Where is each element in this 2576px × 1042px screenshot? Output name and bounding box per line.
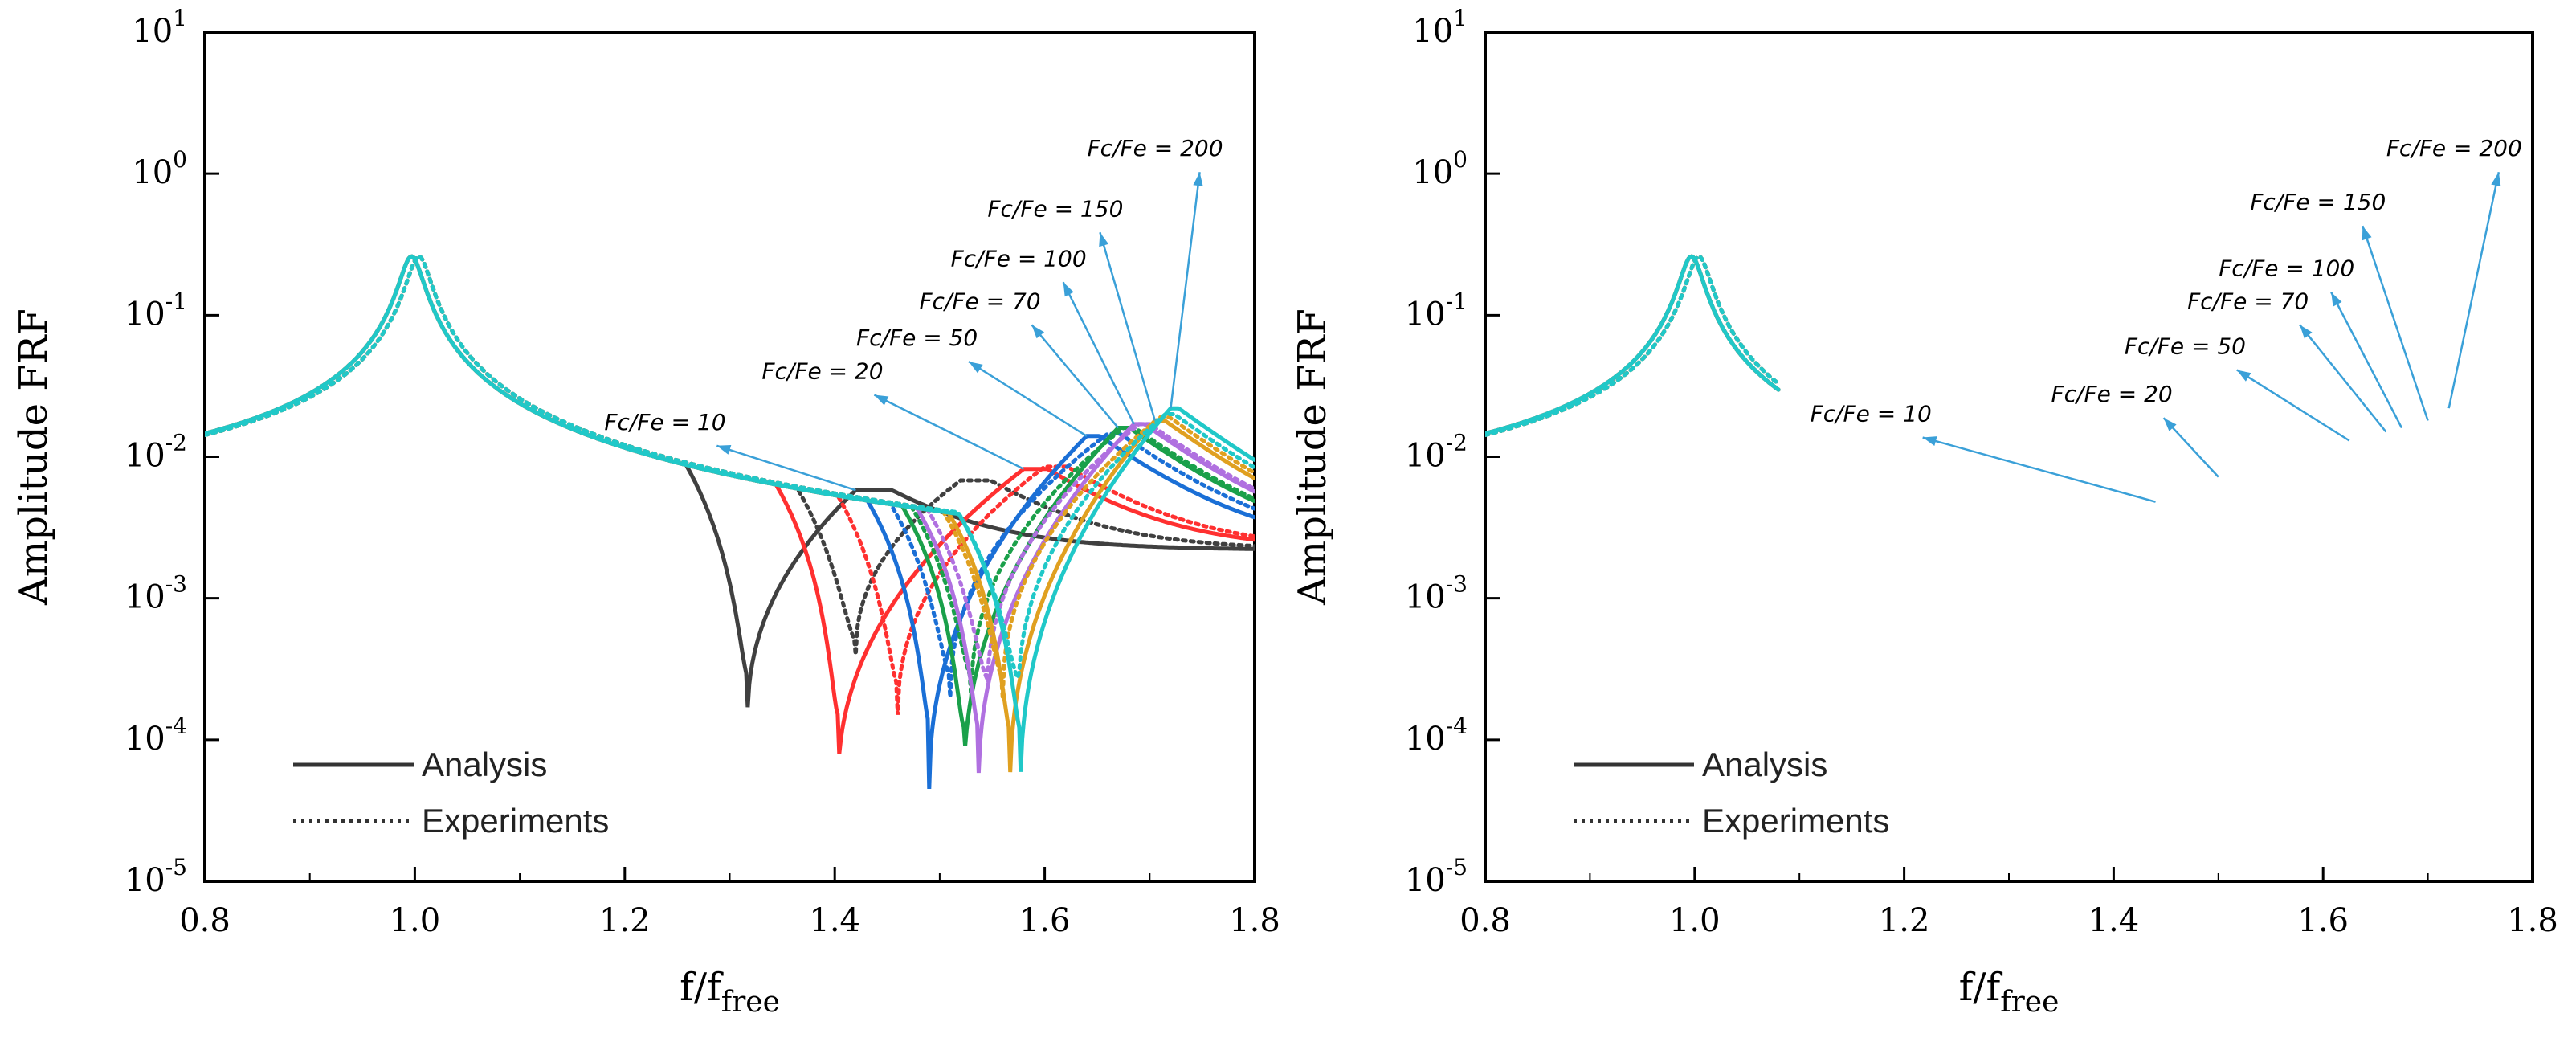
x-tick-label: 0.8 [179, 902, 231, 939]
annotation-arrowhead [969, 362, 983, 374]
annotation-arrowhead [1193, 172, 1203, 186]
series-10-experiments-line [205, 254, 1255, 656]
legend-analysis-label: Analysis [1702, 746, 1827, 783]
annotation-label: Fc/Fe = 150 [987, 195, 1123, 222]
annotation-arrow [2330, 292, 2403, 429]
annotation-label: Fc/Fe = 20 [761, 358, 883, 385]
annotation-label: Fc/Fe = 100 [2219, 255, 2354, 282]
annotation-arrowhead [716, 445, 732, 455]
annotation-arrowhead [2331, 292, 2342, 307]
x-tick-label: 1.8 [1229, 902, 1280, 939]
x-axis-label: f/ffree [680, 965, 780, 1019]
x-tick-label: 1.8 [2507, 902, 2558, 939]
annotation-arrow [873, 394, 1025, 470]
chart-panel-2: 0.8 1.0 1.2 1.4 1.6 1.8 101 100 10-1 10-2 10-3 10-4… [1290, 5, 2558, 1019]
annotation-arrow [716, 444, 856, 492]
legend-experiments-label: Experiments [1702, 802, 1889, 840]
annotation-arrow [1099, 231, 1157, 421]
annotation-arrowhead [2491, 172, 2501, 187]
annotation-arrow [968, 361, 1088, 437]
series-100-analysis-line [205, 254, 1255, 774]
curves [205, 254, 1255, 789]
y-tick-label: 10-3 [125, 571, 187, 616]
annotation-arrow [1922, 436, 2156, 503]
annotation-label: Fc/Fe = 200 [1088, 135, 1223, 161]
y-axis-label: Amplitude FRF [1290, 309, 1335, 606]
y-axis-label: Amplitude FRF [11, 309, 56, 606]
y-tick-label: 10-4 [1405, 713, 1468, 758]
series-150-analysis-line [205, 254, 1255, 773]
annotation-arrow [1062, 281, 1135, 425]
legend-experiments-label: Experiments [422, 802, 609, 840]
annotation-arrow [2299, 324, 2387, 433]
annotation-arrowhead [2362, 226, 2372, 241]
curves [1485, 254, 1781, 437]
x-tick-label: 1.2 [1879, 902, 1930, 939]
annotation-label: Fc/Fe = 150 [2250, 189, 2386, 215]
x-tick-label: 1.0 [390, 902, 441, 939]
annotation-arrowhead [1031, 325, 1045, 339]
annotation-label: Fc/Fe = 100 [951, 245, 1087, 272]
y-tick-label: 100 [132, 146, 187, 191]
annotation-label: Fc/Fe = 70 [919, 288, 1040, 314]
y-tick-label: 10-5 [1405, 854, 1468, 899]
annotation-arrowhead [1922, 436, 1937, 446]
series-200-analysis-line [1485, 254, 1781, 436]
series-200-analysis-line [205, 254, 1255, 772]
chart-panel-1: 0.8 1.0 1.2 1.4 1.6 1.8 101 100 10-1 10-2 10-3 10-4… [11, 5, 1280, 1019]
y-tick-label: 101 [132, 5, 187, 50]
annotation-label: Fc/Fe = 20 [2051, 381, 2173, 407]
y-tick-label: 10-3 [1405, 571, 1468, 616]
y-tick-label: 100 [1412, 146, 1468, 191]
annotation-label: Fc/Fe = 10 [604, 409, 725, 435]
x-tick-label: 1.4 [809, 902, 860, 939]
annotation-label: Fc/Fe = 200 [2386, 135, 2522, 161]
x-tick-label: 1.2 [599, 902, 651, 939]
plot-frame [1484, 31, 2534, 883]
x-tick-label: 1.4 [2088, 902, 2140, 939]
y-tick-label: 10-1 [125, 288, 187, 333]
y-tick-label: 10-1 [1405, 288, 1468, 333]
annotation-arrow [1031, 324, 1120, 429]
x-tick-label: 0.8 [1459, 902, 1511, 939]
y-tick-label: 10-2 [125, 430, 187, 475]
annotation-label: Fc/Fe = 10 [1811, 401, 1932, 427]
x-tick-label: 1.6 [1019, 902, 1071, 939]
annotation-arrowhead [2163, 418, 2177, 431]
annotation-arrow [2236, 369, 2350, 442]
y-tick-label: 10-5 [125, 854, 187, 899]
annotation-arrowhead [1099, 232, 1109, 247]
annotation-label: Fc/Fe = 50 [2125, 333, 2246, 359]
annotation-arrowhead [1063, 282, 1074, 297]
x-tick-label: 1.6 [2297, 902, 2349, 939]
legend-analysis-label: Analysis [422, 746, 547, 783]
annotation-arrow [2362, 225, 2429, 421]
annotation-arrow [1170, 172, 1201, 409]
series-70-analysis-line [205, 254, 1255, 746]
annotation-arrowhead [874, 394, 889, 406]
x-tick-label: 1.0 [1669, 902, 1721, 939]
x-axis-label: f/ffree [1959, 965, 2060, 1019]
y-tick-label: 10-2 [1405, 430, 1468, 475]
y-tick-label: 101 [1412, 5, 1468, 50]
annotation-label: Fc/Fe = 50 [856, 325, 978, 351]
y-tick-label: 10-4 [125, 713, 187, 758]
series-200-experiments-line [205, 254, 1255, 684]
annotation-label: Fc/Fe = 70 [2187, 288, 2309, 314]
annotation-arrow [2447, 171, 2500, 409]
series-200-experiments-line [1485, 254, 1781, 437]
annotation-arrowhead [2236, 370, 2251, 382]
annotation-arrowhead [2300, 325, 2313, 339]
